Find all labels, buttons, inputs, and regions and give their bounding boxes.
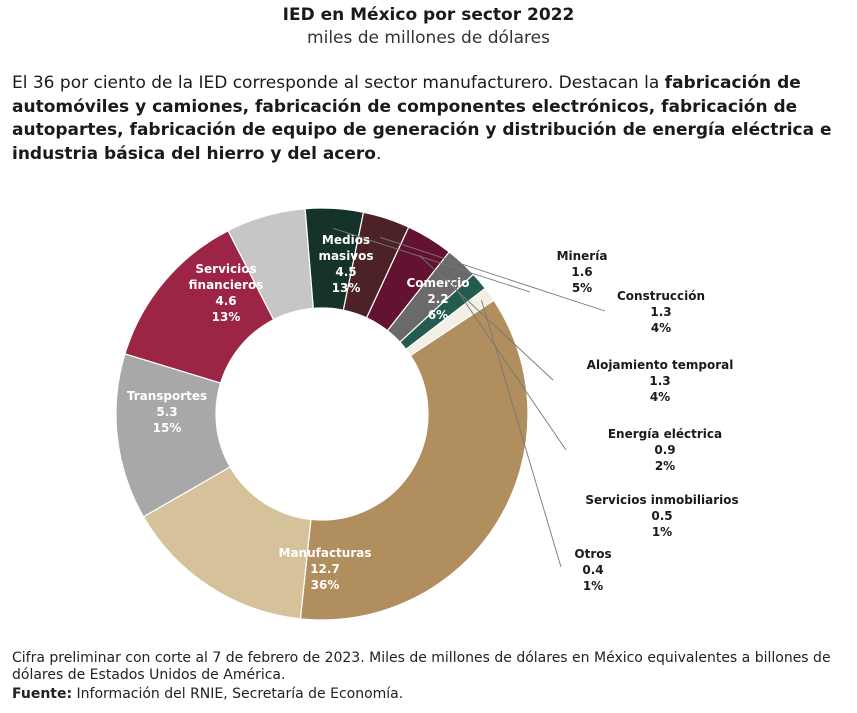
label-mineria: Minería 1.6 5% <box>557 249 608 295</box>
source-line: Fuente: Información del RNIE, Secretaría… <box>12 686 852 703</box>
leader-otros <box>481 299 562 568</box>
chart-subtitle: miles de millones de dólares <box>307 28 550 48</box>
label-manufacturas: Manufacturas 12.7 36% <box>279 546 372 592</box>
source-label: Fuente: <box>12 686 73 702</box>
footnote: Cifra preliminar con corte al 7 de febre… <box>12 650 831 683</box>
slice-otros <box>405 287 495 357</box>
outside-labels: Minería 1.6 5%Construcción 1.3 4% Alojamiento… <box>557 249 739 593</box>
chart-title: IED en México por sector 2022 <box>282 5 575 25</box>
label-servicios-financieros: Servicios financieros 4.6 13% <box>189 262 264 324</box>
label-otros: Otros 0.4 1% <box>574 547 611 593</box>
label-transportes: Transportes 5.3 15% <box>127 389 207 435</box>
slice-manufacturas <box>299 299 529 621</box>
intro-text: El 36 por ciento de la IED corresponde a… <box>12 73 665 93</box>
source-text: Información del RNIE, Secretaría de Econ… <box>72 686 404 702</box>
donut-chart: Manufacturas 12.7 36% Transportes 5.3 15% Serv… <box>115 207 739 621</box>
annotation-lines <box>333 227 606 568</box>
intro-paragraph: El 36 por ciento de la IED corresponde a… <box>12 72 844 166</box>
label-comercio: Comercio 2.2 6% <box>406 276 469 322</box>
slice-transportes <box>142 466 312 620</box>
leader-construccion <box>380 236 606 312</box>
leader-mineria <box>333 227 531 293</box>
leader-alojamiento-temporal <box>418 255 554 381</box>
label-energia-electrica: Energía eléctrica 0.9 2% <box>608 427 722 473</box>
donut-slices <box>115 207 529 621</box>
inside-labels: Manufacturas 12.7 36% Transportes 5.3 15% Serv… <box>127 233 470 592</box>
intro-end: . <box>375 143 382 164</box>
label-construccion: Construcción 1.3 4% <box>617 289 705 335</box>
label-servicios-inmobiliarios: Servicios inmobiliarios 0.5 1% <box>585 493 738 539</box>
label-alojamiento-temporal: Alojamiento temporal 1.3 4% <box>587 358 734 404</box>
leader-energia-electrica <box>447 277 567 451</box>
intro-highlight: fabricación de automóviles y camiones, f… <box>12 73 832 164</box>
